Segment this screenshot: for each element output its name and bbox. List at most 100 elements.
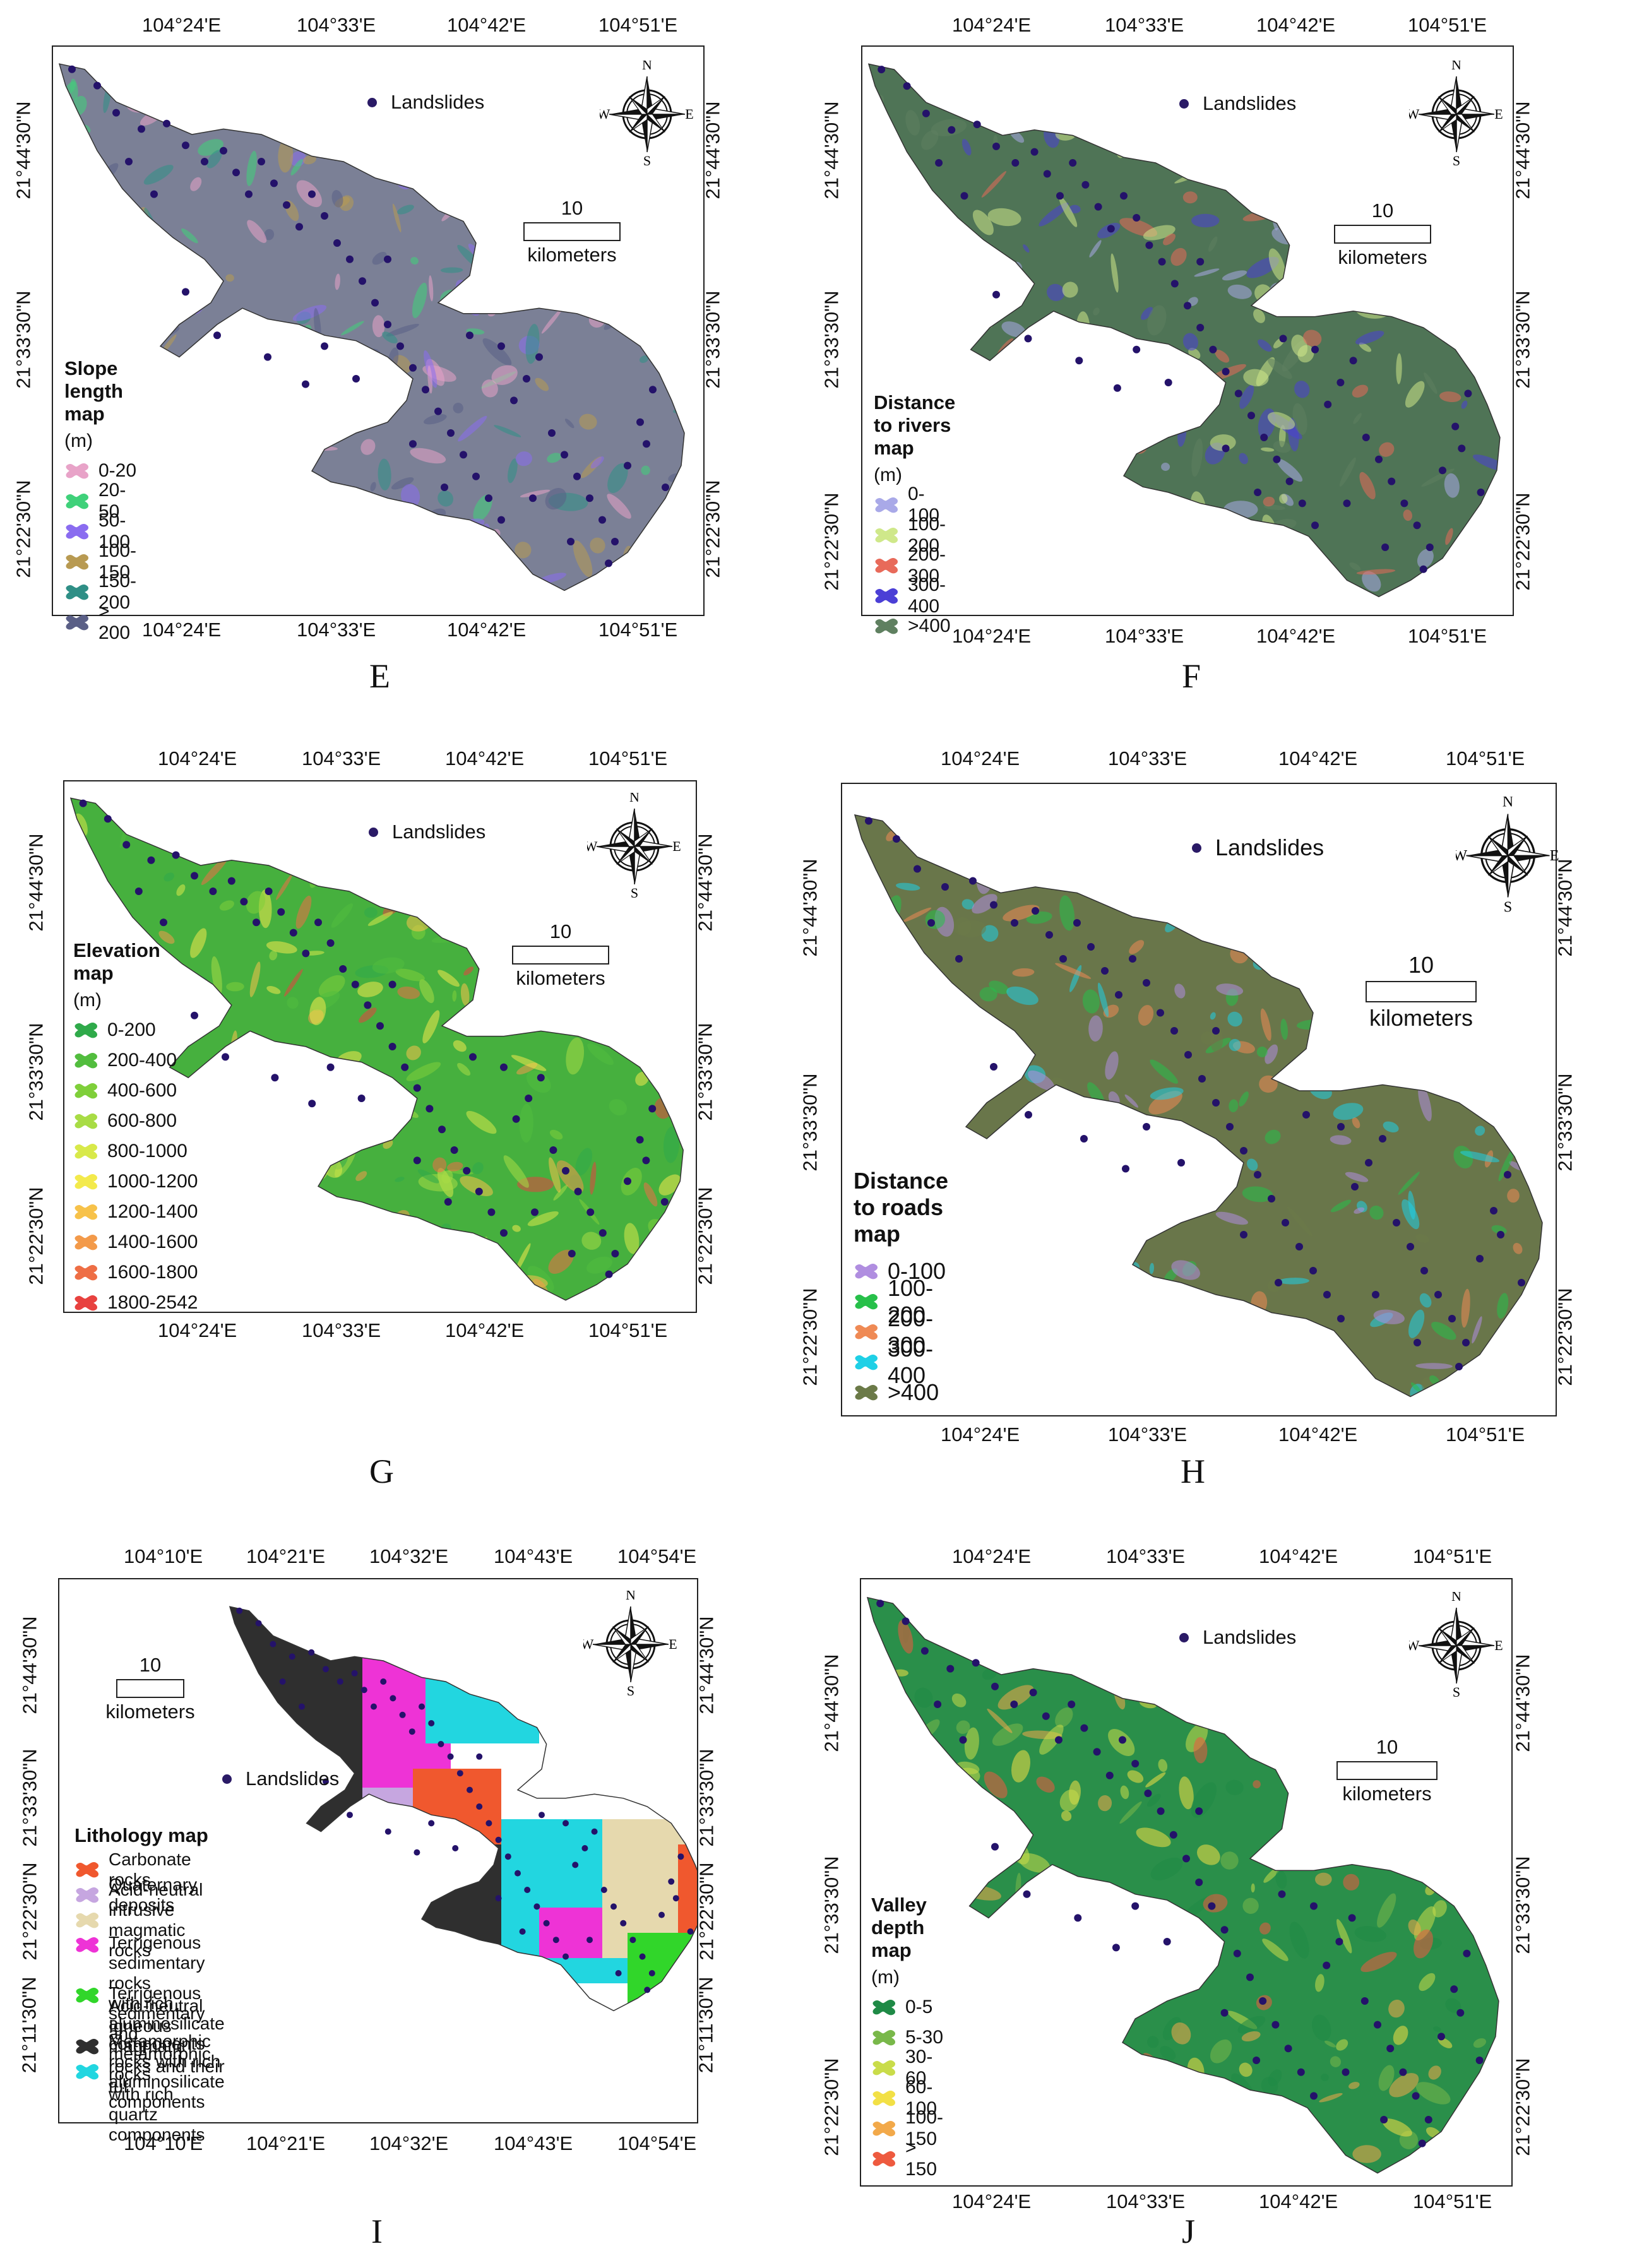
landslide-point [1101,967,1109,975]
raster-texture [1146,1793,1161,1807]
raster-texture [992,1147,1026,1176]
landslide-point [460,451,467,459]
landslide-point [236,1607,243,1614]
landslide-point [1379,1135,1386,1143]
raster-texture [445,899,473,917]
landslide-point [1400,499,1408,508]
raster-texture [950,1808,970,1831]
lat-label: 21°22'30"N [25,1187,47,1285]
raster-texture [204,526,229,538]
raster-texture [1410,1382,1421,1392]
study-area-map [854,814,1543,1398]
raster-texture [391,1292,404,1300]
legend-item-label: 1400-1600 [107,1232,198,1252]
raster-texture [272,571,301,591]
raster-texture [345,586,355,591]
raster-texture [1026,2162,1039,2173]
raster-texture [590,537,605,554]
landslide-point [1043,170,1051,178]
raster-texture [443,172,455,184]
compass-e-label: E [669,1636,677,1652]
raster-texture [491,365,518,385]
landslide-point [992,142,1000,150]
landslide-point [1337,1123,1345,1131]
raster-texture [1059,1271,1074,1284]
legend-item-label: with rich quartz components [109,2084,205,2144]
compass-w-label: W [1409,1637,1420,1653]
raster-texture [586,1256,612,1274]
scale-bar: 10 kilometers [510,920,611,990]
raster-texture [410,448,446,464]
raster-texture [1225,1779,1244,1795]
landslide-point [1220,1926,1229,1934]
legend-swatch-icon [74,1052,98,1069]
raster-texture [1158,1759,1168,1772]
raster-texture [1023,244,1030,253]
landslide-point [972,1659,980,1667]
raster-texture [340,511,349,520]
raster-texture [1278,1278,1309,1285]
panel-label: H [1181,1452,1205,1490]
landslide-point [487,1208,496,1216]
raster-texture [1278,188,1296,213]
raster-texture [482,338,512,366]
raster-texture [1168,2166,1196,2173]
legend-item-label: 0-5 [905,1997,933,2017]
raster-texture [1182,333,1198,351]
raster-texture [1359,472,1376,500]
raster-texture [1490,295,1500,316]
raster-texture [984,1771,1008,1798]
raster-texture [878,1059,895,1074]
raster-texture [1083,2004,1103,2038]
legend-title: Distance to roads map [854,1168,949,1247]
lon-label: 104°24'E [158,747,237,769]
raster-texture [1323,1000,1350,1019]
raster-texture [1415,1363,1453,1369]
raster-texture [992,1723,1023,1746]
raster-texture [382,331,398,343]
landslide-point [1184,1051,1192,1059]
raster-texture [629,230,640,240]
lon-label: 104°33'E [1108,747,1188,769]
lat-label: 21°33'30"N [12,290,35,389]
legend-item-label: 150-200 [98,571,137,613]
raster-texture [590,456,604,469]
raster-texture [952,1043,958,1051]
raster-texture [1064,401,1077,419]
raster-texture [972,1975,985,1995]
lon-label: 104°54'E [617,2132,697,2154]
landslide-point [1182,1855,1190,1863]
legend-item: >400 [874,611,955,641]
raster-texture [1196,815,1223,834]
raster-texture [287,997,299,1009]
raster-texture [1309,253,1324,262]
landslide-point [639,1953,646,1960]
raster-texture [997,821,1008,836]
raster-texture [1072,81,1081,109]
legend-swatch-icon [74,1143,98,1160]
landslide-point [902,1617,910,1625]
raster-texture [1253,309,1265,323]
raster-texture [476,1018,489,1033]
raster-texture [294,852,309,870]
raster-texture [1097,1954,1105,1962]
lon-label: 104°33'E [1108,1423,1188,1446]
landslide-point [1133,214,1141,222]
raster-texture [392,203,402,233]
landslides-legend: Landslides [1179,1626,1296,1649]
compass-n-label: N [629,793,640,805]
raster-texture [1055,398,1093,420]
raster-texture [376,549,391,583]
raster-texture [878,329,893,342]
raster-texture [1006,986,1039,1006]
raster-texture [957,460,967,473]
landslide-point [523,375,530,383]
raster-texture [1325,1831,1360,1850]
lat-label: 21°22'30"N [820,492,843,591]
raster-texture [397,986,420,999]
landslide-point [360,1687,367,1694]
raster-texture [1098,1795,1112,1812]
landslide-point [351,980,359,989]
legend-title: Elevation map [73,939,160,984]
raster-texture [1247,1158,1258,1171]
